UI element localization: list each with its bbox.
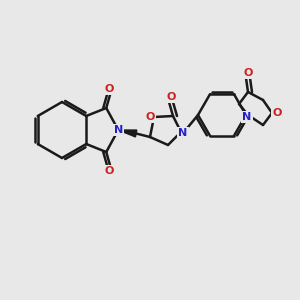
Text: N: N: [242, 112, 252, 122]
Polygon shape: [118, 130, 137, 137]
Text: O: O: [272, 108, 282, 118]
Text: O: O: [243, 68, 253, 78]
Text: N: N: [114, 125, 123, 135]
Text: O: O: [104, 84, 113, 94]
Text: O: O: [104, 166, 113, 176]
Text: O: O: [166, 92, 176, 102]
Text: N: N: [178, 128, 188, 138]
Text: O: O: [145, 112, 155, 122]
